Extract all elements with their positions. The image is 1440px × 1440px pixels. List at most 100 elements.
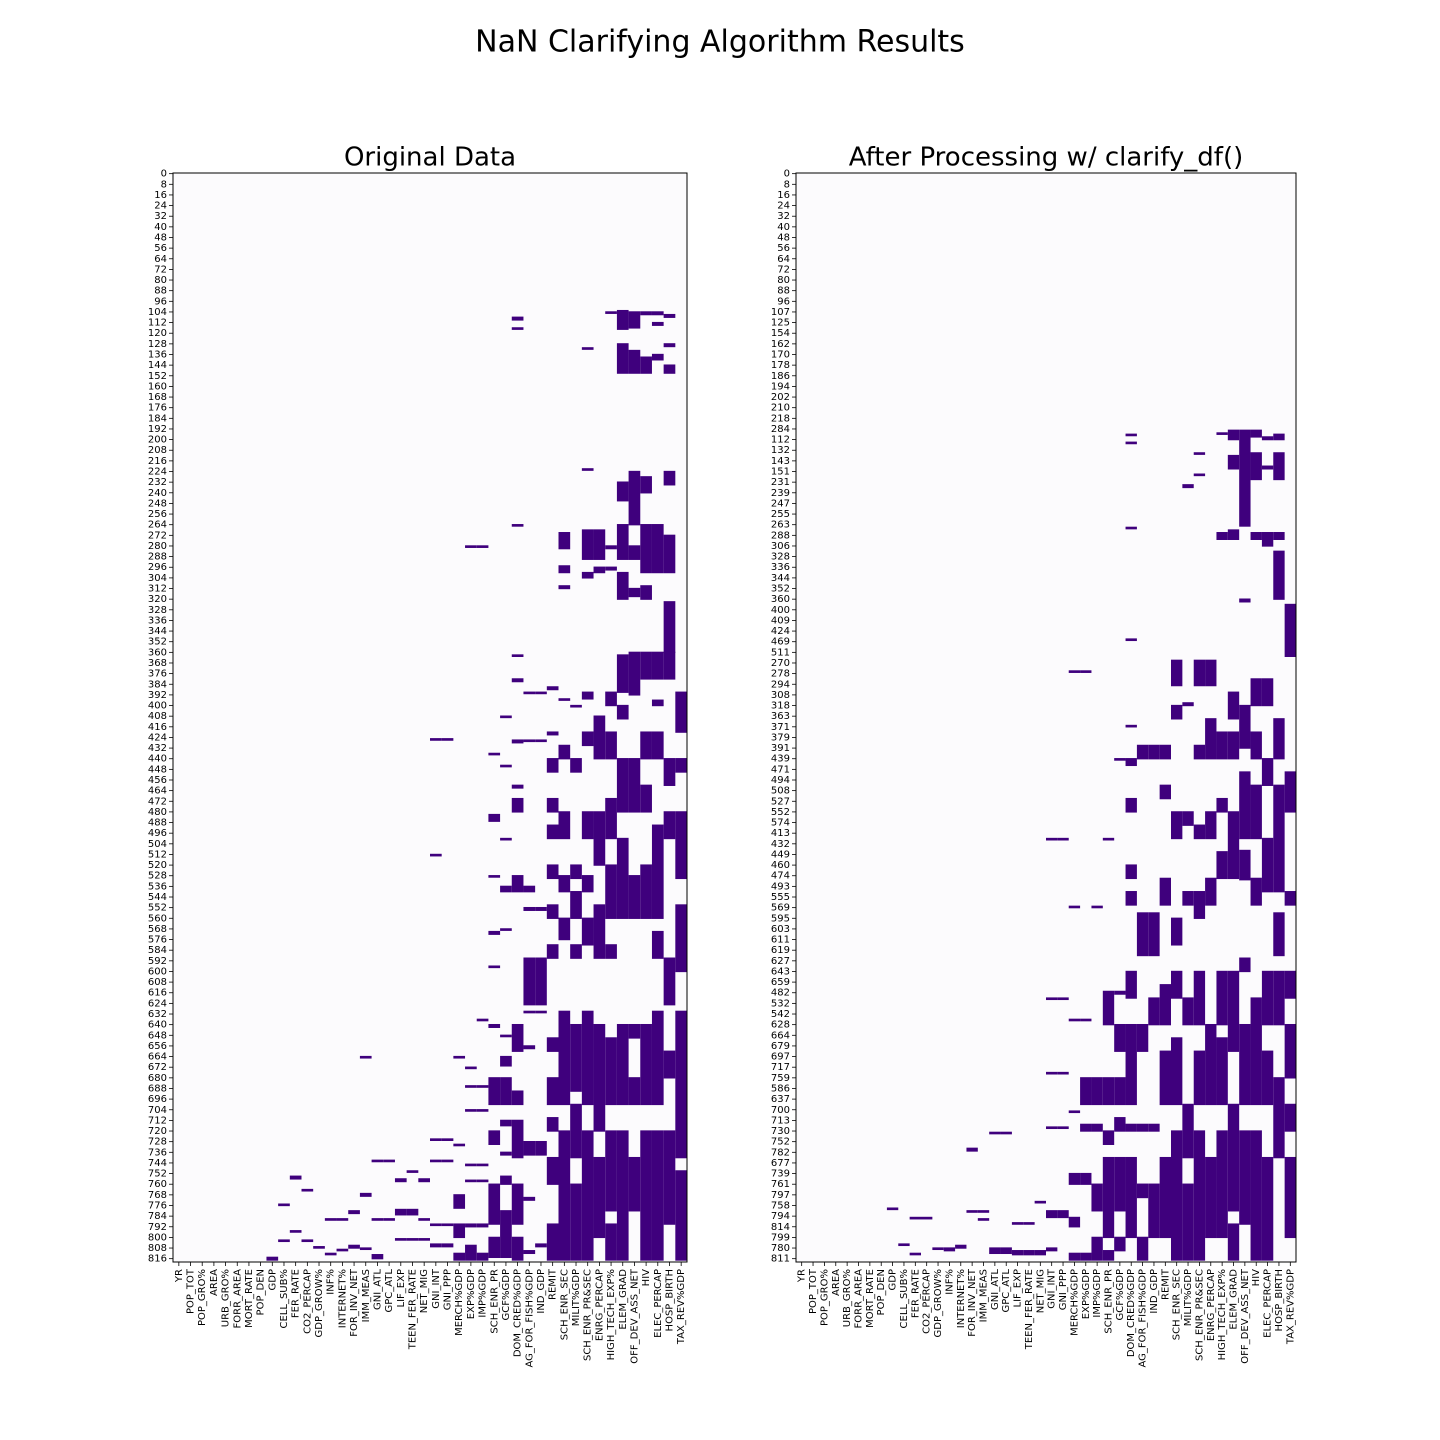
y-tick-label: 272 [148,530,167,541]
nan-cell [581,529,594,560]
y-tick-label: 677 [771,1158,790,1169]
nan-cell [593,566,606,574]
nan-cell [359,1192,372,1197]
y-tick-label: 391 [771,743,790,754]
y-tick-label: 186 [771,371,790,382]
y-tick-label: 247 [771,498,790,509]
nan-cell [616,837,629,919]
nan-cell [523,691,536,695]
y-tick-label: 125 [771,318,790,329]
x-tick-label: AG_FOR_FISH%GDP [1138,1269,1149,1368]
nan-cell [616,481,629,502]
y-tick-label: 64 [777,254,790,265]
y-tick-label: 16 [154,190,167,201]
nan-cell [1057,837,1069,841]
x-tick-label: POP_GRO% [197,1269,208,1326]
y-tick-label: 48 [154,232,167,243]
nan-cell [616,758,629,813]
x-tick-label: GNI_ATL [990,1269,1001,1310]
nan-cell [640,585,652,600]
nan-cell [1080,1123,1092,1132]
y-tick-label: 270 [771,658,790,669]
y-tick-label: 648 [148,1030,167,1041]
nan-cell [1125,797,1137,813]
nan-cell [1034,1250,1046,1256]
nan-cell [465,1163,477,1167]
nan-cell [476,1085,489,1088]
nan-cell [500,928,512,931]
nan-cell [1273,718,1285,760]
nan-cell [500,1077,512,1106]
nan-cell [1080,1018,1092,1022]
nan-cell [1239,429,1251,527]
y-tick-label: 720 [148,1126,167,1137]
nan-cell [593,715,606,760]
y-tick-label: 704 [148,1105,167,1116]
nan-cell [546,797,559,813]
nan-cell [511,1119,524,1159]
nan-cell [1227,429,1240,441]
nan-cell [1125,758,1137,767]
y-tick-label: 304 [148,573,167,584]
nan-cell [546,686,559,691]
nan-cell [1261,436,1274,441]
nan-cell [1114,1077,1126,1106]
y-tick-label: 88 [154,286,167,297]
y-tick-label: 280 [148,541,167,552]
nan-cell [651,321,664,326]
nan-cell [1216,851,1228,880]
nan-cell [605,864,617,919]
nan-cell [394,1178,407,1183]
x-tick-label: GCF%GDP [501,1269,512,1320]
nan-cell [1068,1252,1081,1261]
nan-cell [453,1252,466,1261]
nan-cell [1080,1172,1092,1185]
y-tick-label: 603 [771,924,790,935]
nan-cell [663,534,676,574]
x-tick-label: GNI_PPP [443,1269,454,1310]
nan-cell [1284,603,1296,657]
nan-cell [313,1246,325,1249]
x-tick-label: GDP_GROW% [933,1269,944,1337]
nan-cell [546,944,559,959]
nan-cell [1284,771,1296,813]
x-tick-label: CO2_PERCAP [922,1269,933,1334]
nan-cell [977,1218,990,1221]
x-tick-label: INTERNET% [337,1269,348,1328]
y-tick-label: 278 [771,669,790,680]
nan-cell [1114,990,1126,995]
nan-cell [430,853,442,857]
nan-cell [593,904,606,959]
y-tick-label: 120 [148,328,167,339]
nan-cell [977,1210,990,1213]
y-tick-label: 0 [161,169,167,180]
nan-cell [1148,912,1160,957]
y-tick-label: 664 [148,1052,167,1063]
y-tick-label: 336 [148,615,167,626]
x-tick-label: IMM_MEAS [979,1269,990,1322]
nan-cell [1159,1050,1171,1106]
nan-cell [605,731,617,760]
y-tick-label: 814 [771,1222,790,1233]
x-tick-label: ELEM_GRAD [1229,1269,1240,1330]
nan-cell [1193,659,1206,687]
nan-cell [1023,1250,1035,1256]
y-tick-label: 712 [148,1115,167,1126]
nan-cell [418,1238,430,1241]
y-tick-label: 640 [148,1020,167,1031]
x-tick-label: CELL_SUB% [279,1269,290,1328]
y-tick-label: 544 [148,892,167,903]
nan-cell [1261,837,1274,893]
y-tick-label: 413 [771,828,790,839]
nan-cell [511,316,524,321]
x-tick-label: CO2_PERCAP [302,1269,313,1334]
nan-cell [1227,731,1240,760]
nan-cell [1114,1023,1126,1052]
nan-cell [488,1077,501,1106]
y-tick-label: 471 [771,764,790,775]
nan-cell [453,1055,466,1059]
y-tick-label: 794 [771,1211,790,1222]
nan-cell [1080,1077,1092,1106]
nan-cell [616,704,629,720]
x-tick-label: POP_TOT [808,1268,819,1314]
